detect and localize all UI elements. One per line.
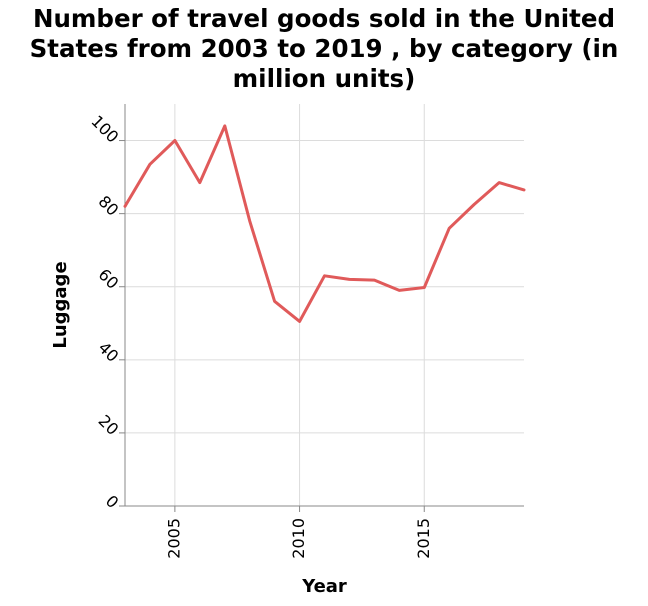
chart-title: Number of travel goods sold in the Unite…: [29, 4, 619, 93]
series: [123, 124, 526, 323]
x-tick-label: 2005: [164, 518, 183, 559]
y-tick-label: 20: [95, 411, 123, 439]
x-tick-label: 2015: [414, 518, 433, 559]
y-axis-title: Luggage: [50, 261, 71, 348]
ticks: 0 20 40 60 80 100 2005 2010 2015: [87, 112, 432, 559]
y-tick-label: 80: [95, 192, 123, 220]
y-tick-label: 0: [102, 491, 123, 512]
y-tick-label: 60: [95, 265, 123, 293]
series-line: [123, 124, 526, 323]
axes: [124, 104, 524, 507]
grid: [125, 104, 524, 507]
x-axis-title: Year: [301, 576, 347, 597]
x-tick-label: 2010: [289, 518, 308, 559]
y-tick-label: 40: [95, 338, 123, 366]
y-tick-label: 100: [87, 112, 122, 147]
